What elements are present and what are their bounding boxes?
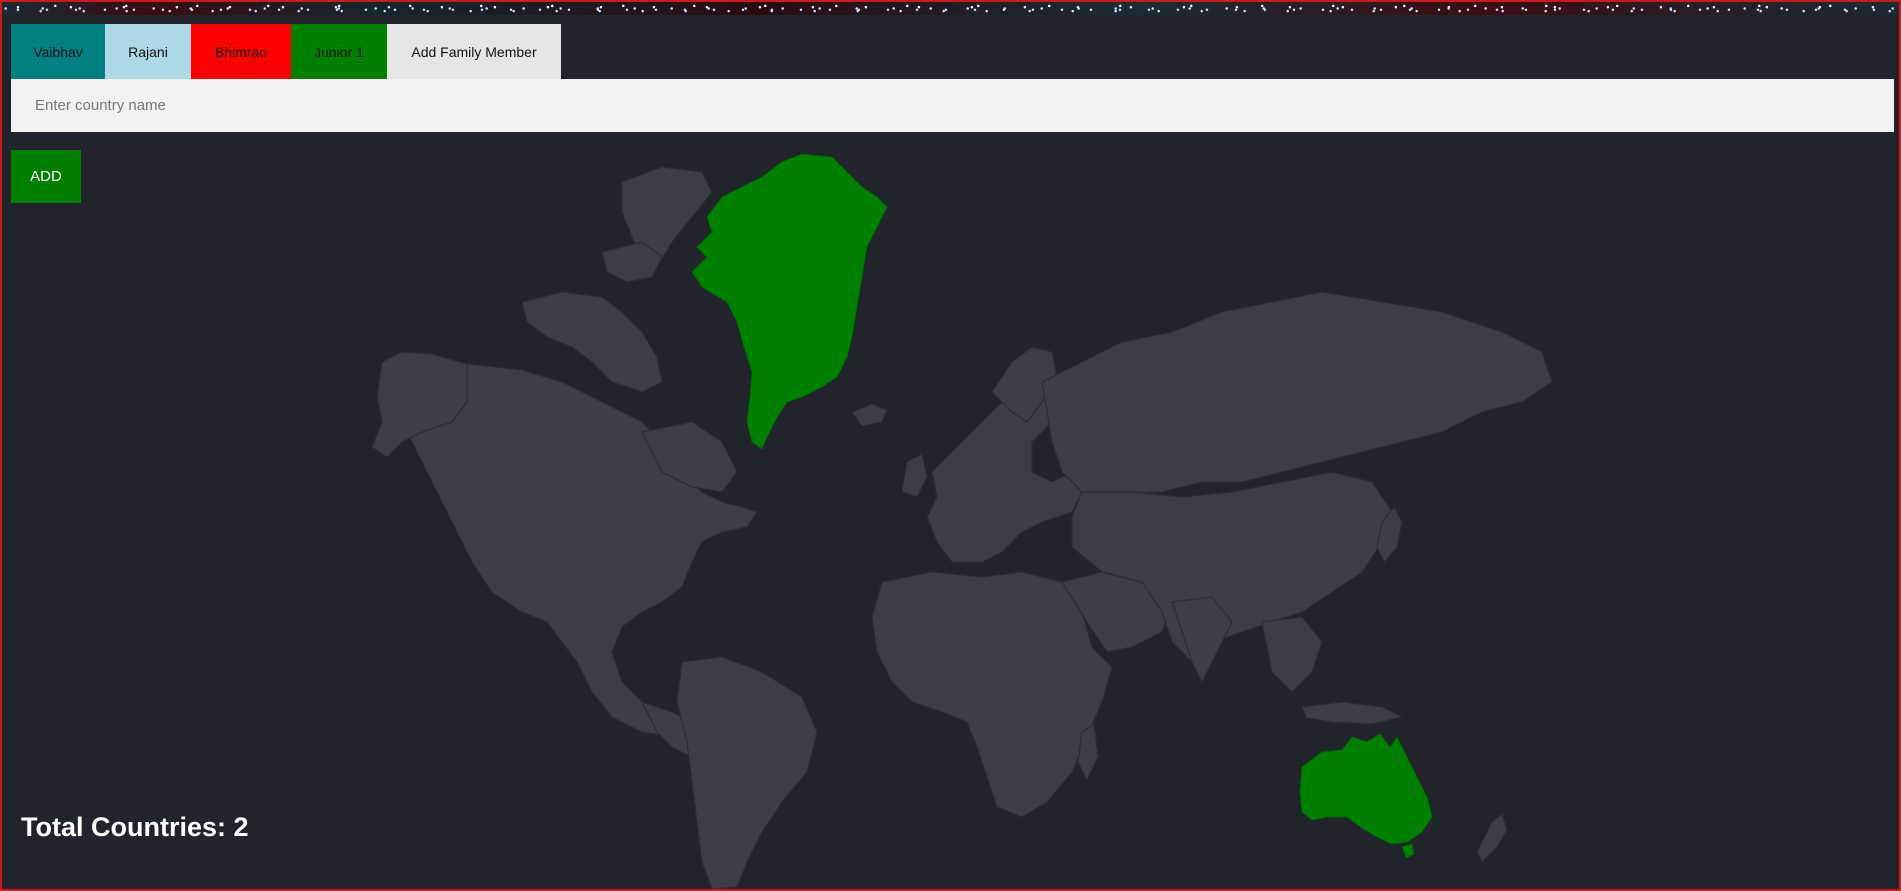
map-japan[interactable]: [1376, 505, 1403, 564]
tab-bhimrao[interactable]: Bhimrao: [191, 24, 291, 79]
add-family-member-tab[interactable]: Add Family Member: [387, 24, 561, 79]
map-country-greenland[interactable]: [691, 153, 888, 450]
map-india[interactable]: [1171, 596, 1233, 684]
map-baffin-island[interactable]: [621, 166, 713, 268]
add-country-button[interactable]: ADD: [11, 150, 81, 203]
map-southeast-asia[interactable]: [1261, 616, 1323, 693]
map-country-australia[interactable]: [1299, 733, 1433, 845]
map-country-iceland[interactable]: [851, 403, 888, 427]
map-alaska[interactable]: [371, 351, 468, 458]
map-madagascar[interactable]: [1077, 722, 1099, 782]
map-ellesmere[interactable]: [601, 241, 663, 283]
map-russia[interactable]: [1041, 291, 1553, 493]
map-uk[interactable]: [901, 453, 928, 498]
total-countries-label: Total Countries: 2: [21, 812, 249, 842]
map-new-zealand[interactable]: [1476, 812, 1508, 864]
map-country-tasmania[interactable]: [1401, 843, 1415, 859]
map-hudson-area[interactable]: [641, 421, 738, 493]
country-name-input[interactable]: [11, 79, 1894, 132]
starfield-banner: [2, 2, 1899, 15]
tab-junior-1[interactable]: Junior 1: [291, 24, 387, 79]
map-south-america[interactable]: [676, 656, 818, 889]
tab-vaibhav[interactable]: Vaibhav: [11, 24, 105, 79]
tab-rajani[interactable]: Rajani: [105, 24, 191, 79]
map-africa[interactable]: [871, 571, 1113, 818]
map-asia[interactable]: [1071, 471, 1393, 663]
map-arctic-islands[interactable]: [521, 291, 663, 393]
map-indonesia[interactable]: [1301, 701, 1404, 725]
family-tabs: Vaibhav Rajani Bhimrao Junior 1 Add Fami…: [11, 24, 561, 79]
